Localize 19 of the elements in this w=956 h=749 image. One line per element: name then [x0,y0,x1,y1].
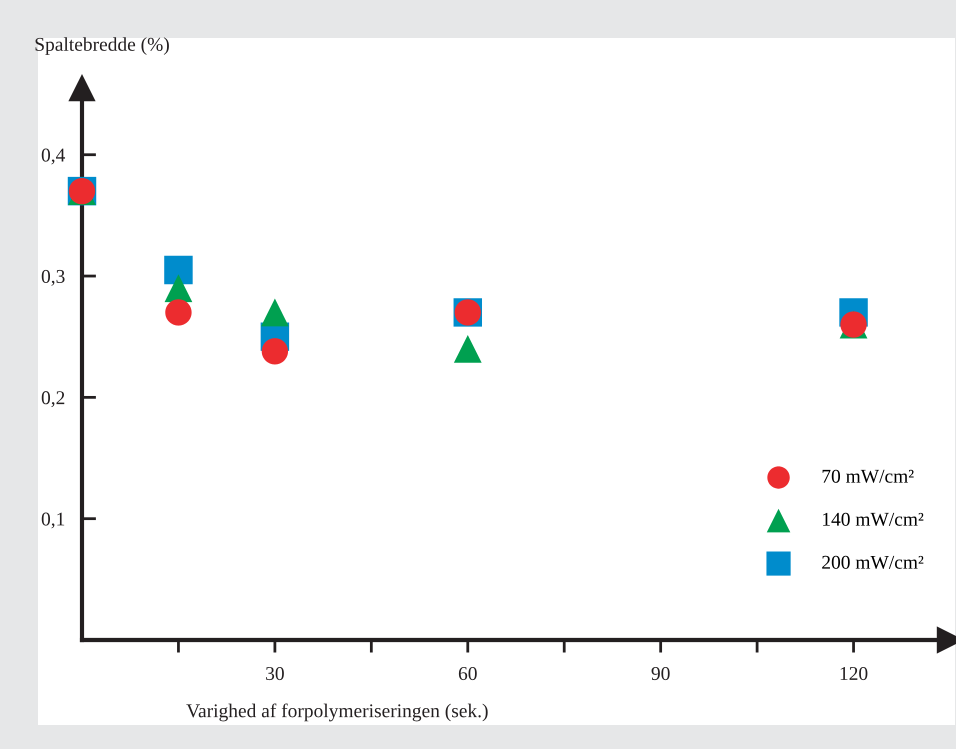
point [454,334,482,363]
y-tick-label: 0,4 [42,148,66,164]
y-tick-label: 0,1 [42,512,64,528]
point [165,299,192,326]
x-tick-label: 60 [458,666,477,680]
y-tick-label: 0,2 [42,391,64,408]
point [164,274,192,302]
point [261,298,289,326]
legend-label: 140 mW/cm² [823,512,924,526]
x-tick-label: 30 [266,666,284,680]
y-tick-label: 0,3 [42,270,65,286]
x-tick-label: 120 [840,666,868,680]
y-axis-title: Spaltebredde (%) [36,37,169,55]
point [164,256,193,284]
x-axis-title: Varighed af forpolymeriseringen (sek.) [186,703,488,722]
legend-label: 200 mW/cm² [822,556,924,569]
x-tick-label: 90 [652,666,670,680]
legend-label: 70 mW/cm² [822,470,914,483]
point [262,338,288,364]
